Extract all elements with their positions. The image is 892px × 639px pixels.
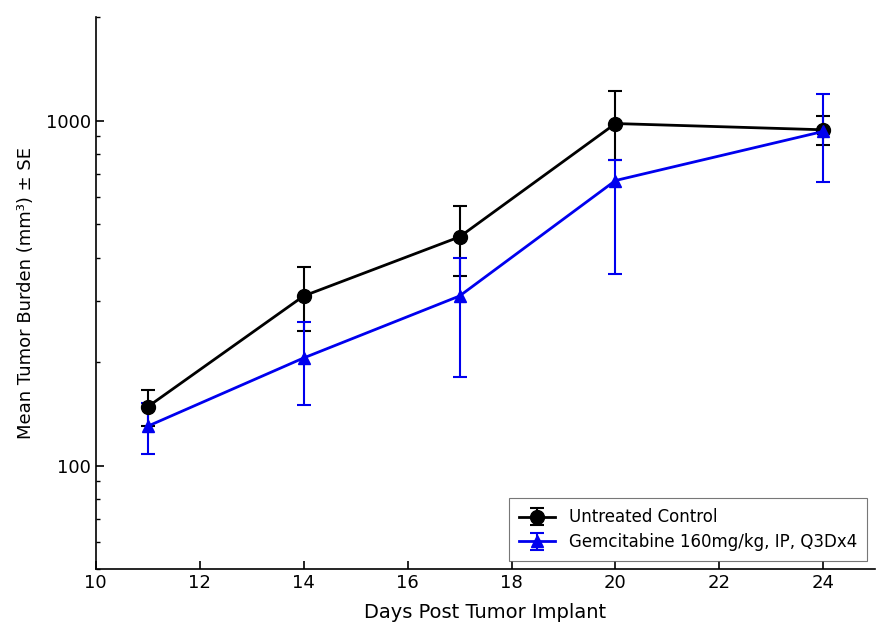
- Legend: Untreated Control, Gemcitabine 160mg/kg, IP, Q3Dx4: Untreated Control, Gemcitabine 160mg/kg,…: [508, 498, 867, 561]
- X-axis label: Days Post Tumor Implant: Days Post Tumor Implant: [365, 603, 607, 622]
- Y-axis label: Mean Tumor Burden (mm³) ± SE: Mean Tumor Burden (mm³) ± SE: [17, 147, 35, 439]
